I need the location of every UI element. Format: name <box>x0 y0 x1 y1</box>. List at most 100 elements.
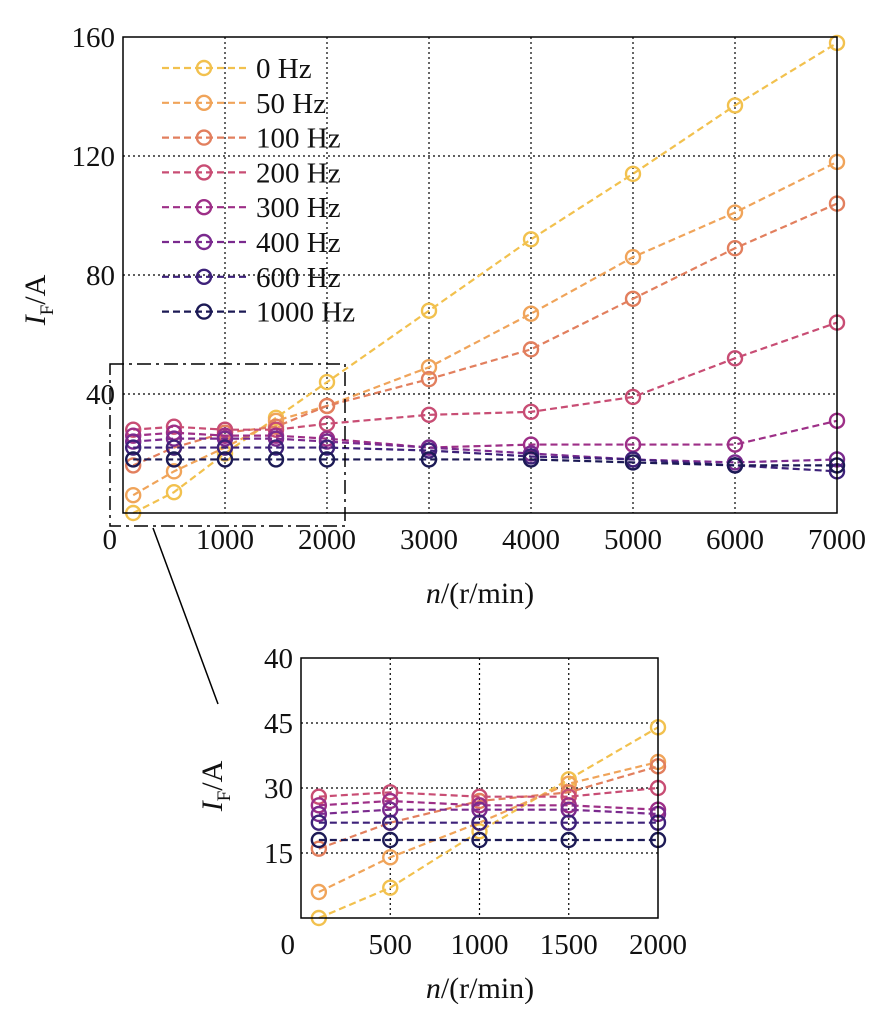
main-point-600-hz <box>318 439 336 456</box>
inset-point-0-hz <box>382 879 399 896</box>
legend-marker-200-hz <box>195 164 213 181</box>
inset-series-line-300-hz <box>318 799 659 811</box>
legend-label-600-hz: 600 Hz <box>256 262 341 294</box>
inset-point-1000-hz <box>471 831 488 849</box>
main-point-200-hz <box>522 403 540 421</box>
main-point-300-hz <box>726 436 744 453</box>
main-x-tick-label: 6000 <box>706 524 764 556</box>
inset-point-200-hz <box>382 784 399 801</box>
main-point-300-hz <box>124 427 142 444</box>
legend-label-200-hz: 200 Hz <box>256 157 341 189</box>
main-point-1000-hz <box>124 451 142 468</box>
main-point-1000-hz <box>318 451 336 468</box>
main-y-tick-label: 120 <box>72 141 116 173</box>
inset-point-400-hz <box>310 805 328 823</box>
inset-point-0-hz <box>471 823 488 840</box>
main-point-0-hz <box>318 373 336 391</box>
zoom-connector-line <box>152 527 219 705</box>
main-x-tick-label: 1000 <box>196 524 254 556</box>
inset-point-300-hz <box>471 797 488 814</box>
inset-point-300-hz <box>310 797 328 814</box>
inset-point-200-hz <box>310 788 328 805</box>
main-series-line-100-hz <box>132 202 838 467</box>
main-point-0-hz <box>420 302 438 319</box>
main-point-50-hz <box>165 463 183 480</box>
main-series-line-200-hz <box>133 321 838 431</box>
main-series-line-1000-hz <box>133 458 837 467</box>
main-point-200-hz <box>726 350 744 367</box>
main-point-0-hz <box>624 165 642 183</box>
main-point-1000-hz <box>726 457 744 474</box>
inset-point-300-hz <box>560 797 577 814</box>
main-point-400-hz <box>267 430 285 447</box>
main-point-600-hz <box>420 442 438 459</box>
main-chart: 0 1000 2000 3000 4000 5000 6000 70004080120160 … <box>19 22 866 610</box>
inset-grid <box>301 658 658 918</box>
main-point-1000-hz <box>522 451 540 468</box>
inset-chart: 0 500 1000 1500 2000 15 30 45 40 IF/A n/(r/min) <box>196 643 687 1005</box>
main-point-1000-hz <box>624 454 642 471</box>
legend-marker-1000-hz <box>195 303 213 320</box>
main-x-tick-label: 7000 <box>808 524 866 556</box>
main-point-600-hz <box>165 439 183 456</box>
main-point-100-hz <box>726 240 744 257</box>
legend-marker-100-hz <box>195 129 213 146</box>
inset-point-100-hz <box>471 792 488 810</box>
main-point-50-hz <box>124 486 142 504</box>
inset-point-300-hz <box>382 792 399 810</box>
legend-marker-300-hz <box>195 198 213 216</box>
main-point-50-hz <box>726 204 744 221</box>
main-point-1000-hz <box>216 451 234 468</box>
main-point-50-hz <box>624 248 642 266</box>
main-y-tick-label: 80 <box>86 260 115 292</box>
main-point-400-hz <box>165 430 183 447</box>
inset-point-50-hz <box>382 849 399 866</box>
main-x-axis-label: n/(r/min) <box>426 577 534 610</box>
main-point-200-hz <box>624 388 642 406</box>
inset-y-tick-label: 45 <box>264 708 293 740</box>
inset-point-1000-hz <box>310 831 328 849</box>
zoom-region-box <box>109 363 346 527</box>
main-point-0-hz <box>522 231 540 248</box>
main-point-200-hz <box>420 406 438 424</box>
inset-point-1000-hz <box>382 831 399 849</box>
main-x-tick-label: 4000 <box>502 524 560 556</box>
main-plot-frame <box>122 36 838 514</box>
main-series-line-0-hz <box>132 42 838 514</box>
inset-series-line-400-hz <box>318 808 659 816</box>
inset-x-tick-label: 1500 <box>540 929 598 961</box>
legend-marker-400-hz <box>195 233 213 251</box>
inset-point-600-hz <box>471 814 488 831</box>
inset-x-axis-label: n/(r/min) <box>426 972 534 1004</box>
main-point-200-hz <box>124 421 142 438</box>
main-series <box>124 34 846 522</box>
main-point-1000-hz <box>420 451 438 468</box>
inset-point-100-hz <box>310 840 328 857</box>
main-series-line-50-hz <box>132 160 838 497</box>
inset-series <box>310 719 667 927</box>
main-point-100-hz <box>318 397 336 415</box>
inset-x-tick-label: 500 <box>369 929 413 961</box>
main-x-tick-label: 3000 <box>400 524 458 556</box>
legend-label-100-hz: 100 Hz <box>256 123 341 155</box>
inset-y-axis-label: IF/A <box>196 760 235 812</box>
main-point-200-hz <box>165 418 183 435</box>
inset-series-line-50-hz <box>318 760 659 893</box>
main-point-600-hz <box>216 439 234 456</box>
inset-y-tick-label: 40 <box>264 643 293 675</box>
main-point-100-hz <box>420 370 438 388</box>
main-point-100-hz <box>522 341 540 358</box>
main-x-tick-label: 2000 <box>298 524 356 556</box>
inset-point-600-hz <box>382 814 399 831</box>
legend-label-0-hz: 0 Hz <box>256 53 312 85</box>
legend-marker-50-hz <box>195 94 213 112</box>
main-y-tick-label: 160 <box>72 22 116 54</box>
main-x-tick-label: 0 <box>103 524 118 556</box>
inset-x-tick-label: 2000 <box>629 929 687 961</box>
legend-label-300-hz: 300 Hz <box>256 192 341 224</box>
inset-y-tick-label: 15 <box>264 838 293 870</box>
inset-x-tick-label: 0 <box>281 929 296 961</box>
